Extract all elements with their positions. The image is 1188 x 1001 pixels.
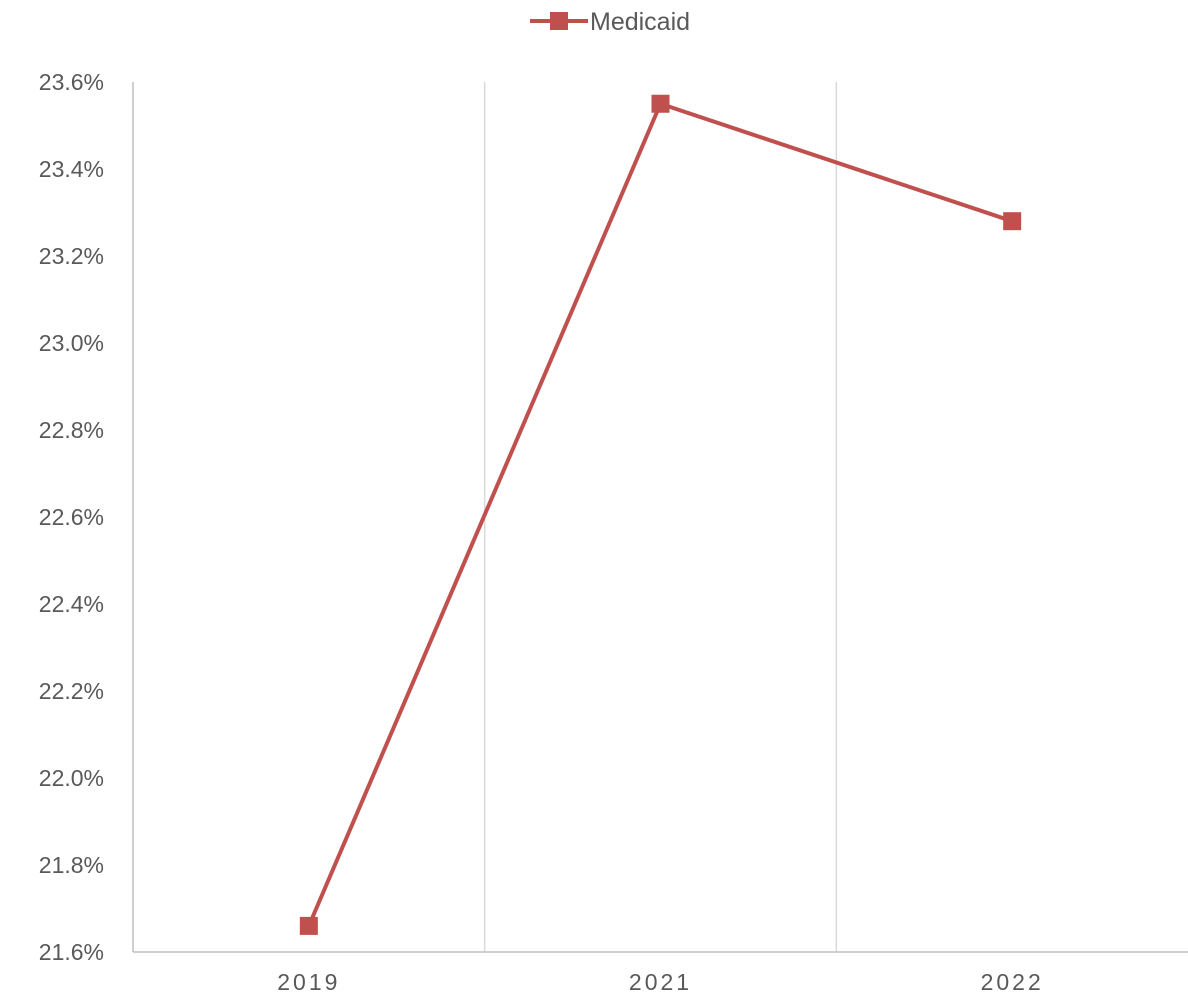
y-tick-label: 23.4% bbox=[39, 156, 104, 182]
legend-series-label: Medicaid bbox=[590, 8, 690, 36]
legend: Medicaid bbox=[530, 8, 690, 36]
y-tick-label: 21.8% bbox=[39, 852, 104, 878]
series bbox=[299, 94, 1022, 935]
axes bbox=[132, 82, 1188, 953]
data-point-marker bbox=[651, 94, 670, 113]
x-axis-tick-labels: 2019 2021 2022 bbox=[277, 969, 1044, 995]
series-line-medicaid bbox=[306, 101, 1013, 927]
x-tick-label: 2021 bbox=[629, 969, 692, 995]
y-tick-label: 23.0% bbox=[39, 330, 104, 356]
legend-series-marker bbox=[550, 12, 568, 30]
y-tick-label: 22.4% bbox=[39, 591, 104, 617]
y-tick-label: 21.6% bbox=[39, 939, 104, 965]
y-tick-label: 23.6% bbox=[39, 69, 104, 95]
x-tick-label: 2022 bbox=[981, 969, 1044, 995]
data-point-marker bbox=[1003, 212, 1022, 231]
data-point-marker bbox=[299, 916, 318, 935]
x-tick-label: 2019 bbox=[277, 969, 340, 995]
y-tick-label: 22.0% bbox=[39, 765, 104, 791]
y-tick-label: 22.2% bbox=[39, 678, 104, 704]
y-tick-label: 22.6% bbox=[39, 504, 104, 530]
y-tick-label: 23.2% bbox=[39, 243, 104, 269]
y-tick-label: 22.8% bbox=[39, 417, 104, 443]
grid-lines bbox=[483, 82, 838, 952]
y-axis-tick-labels: 21.6% 21.8% 22.0% 22.2% 22.4% 22.6% 22.8% 23.0%… bbox=[39, 69, 104, 965]
